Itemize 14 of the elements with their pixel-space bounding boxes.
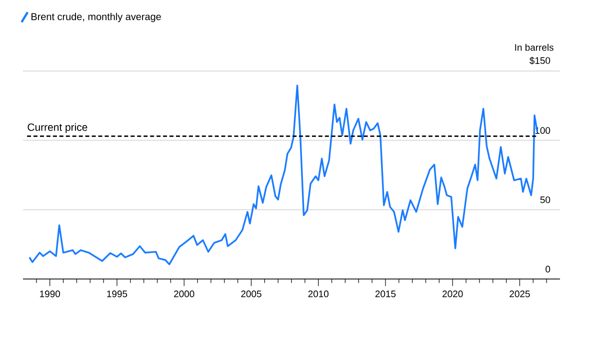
- x-tick-label: 1995: [107, 290, 128, 298]
- y-tick-label: 0: [546, 266, 550, 272]
- x-tick-label: 2015: [375, 290, 396, 298]
- x-tick-label: 2020: [442, 290, 463, 298]
- legend-label: Brent crude, monthly average: [32, 12, 161, 22]
- y-tick-label: 50: [540, 196, 550, 204]
- x-tick-label: 2025: [510, 290, 530, 298]
- x-tick-label: 2005: [241, 290, 262, 298]
- x-tick-label: 2010: [308, 290, 328, 298]
- y-axis-title: In barrels: [515, 44, 554, 51]
- ref-line-label: Current price: [28, 123, 88, 133]
- x-tick-label: 2000: [174, 290, 194, 298]
- y-tick-label: $150: [530, 56, 550, 64]
- x-tick-label: 1990: [40, 290, 60, 298]
